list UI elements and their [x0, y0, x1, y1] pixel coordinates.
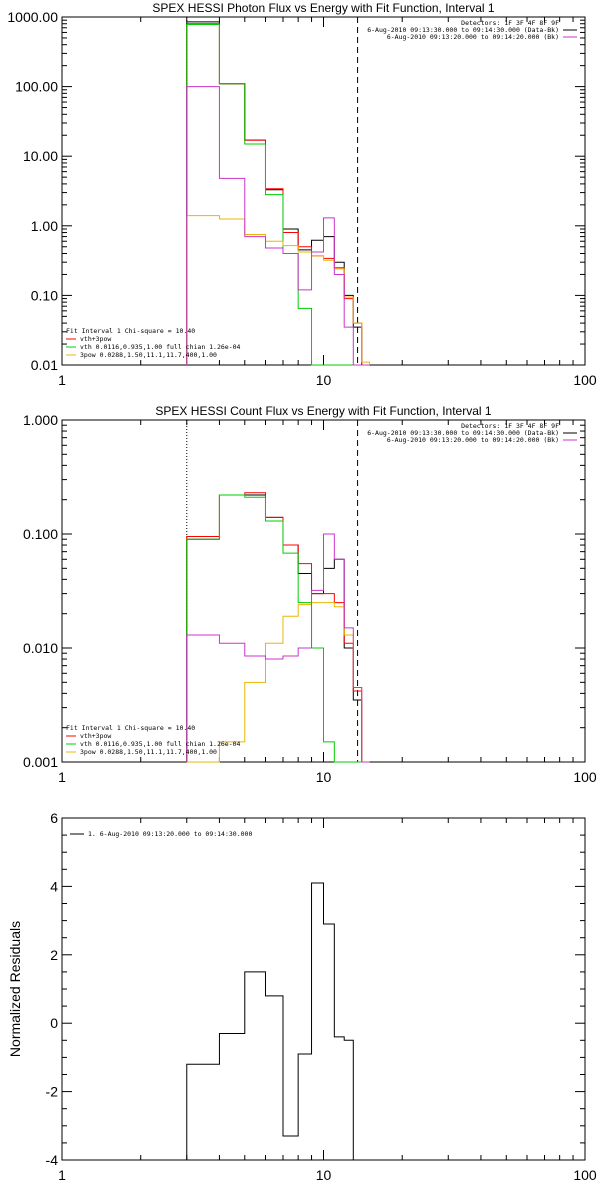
- legend-bottom-entry: vth+3pow: [80, 732, 111, 740]
- y-tick-label: 4: [50, 878, 58, 894]
- y-tick-label: 100.00: [15, 79, 58, 95]
- series-bpow-line: [186, 602, 370, 763]
- legend-top-entry: 6-Aug-2010 09:13:30.000 to 09:14:30.000 …: [367, 429, 559, 437]
- legend-bottom-entry: Fit Interval 1 Chi-square = 10.40: [66, 327, 195, 335]
- y-tick-label: 0.010: [23, 640, 58, 656]
- series-vth-line: [186, 494, 370, 763]
- y-tick-label: 1.000: [23, 412, 58, 428]
- y-tick-label: 0.10: [31, 287, 58, 303]
- series-sum-line: [186, 492, 370, 763]
- y-tick-label: 1000.00: [7, 9, 58, 25]
- y-tick-label: 0.100: [23, 526, 58, 542]
- x-tick-label: 10: [316, 1167, 332, 1183]
- x-tick-label: 1: [58, 1167, 66, 1183]
- legend-top-entry: 6-Aug-2010 09:13:20.000 to 09:14:20.000 …: [387, 33, 559, 41]
- x-tick-label: 100: [573, 372, 597, 388]
- series-total-line: [186, 882, 354, 1160]
- legend-top-entry: 6-Aug-2010 09:13:20.000 to 09:14:20.000 …: [387, 436, 559, 444]
- series-vth-line: [186, 24, 370, 366]
- y-tick-label: 1.00: [31, 218, 58, 234]
- x-tick-label: 10: [316, 769, 332, 785]
- chart-title: SPEX HESSI Count Flux vs Energy with Fit…: [155, 404, 491, 418]
- legend-top-entry: 6-Aug-2010 09:13:30.000 to 09:14:30.000 …: [367, 26, 559, 34]
- legend-bottom-entry: 3pow 0.0288,1.50,11.1,11.7,400,1.00: [80, 351, 217, 359]
- series-bk-line: [186, 86, 370, 366]
- x-tick-label: 1: [58, 372, 66, 388]
- x-tick-label: 100: [573, 769, 597, 785]
- x-tick-label: 1: [58, 769, 66, 785]
- series-bk-line: [186, 533, 370, 763]
- x-tick-label: 100: [573, 1167, 597, 1183]
- y-tick-label: 6: [50, 810, 58, 826]
- legend-bottom-entry: Fit Interval 1 Chi-square = 10.40: [66, 724, 195, 732]
- legend-bottom-entry: 3pow 0.0288,1.50,11.1,11.7,400,1.00: [80, 748, 217, 756]
- series-total-line: [186, 21, 370, 366]
- plot-frame: [61, 817, 586, 1161]
- photon-flux-panel: SPEX HESSI Photon Flux vs Energy with Fi…: [7, 1, 597, 388]
- y-tick-label: -2: [46, 1084, 59, 1100]
- y-tick-label: 10.00: [23, 148, 58, 164]
- legend-entry: 1. 6-Aug-2010 09:13:20.000 to 09:14:30.0…: [88, 830, 252, 838]
- y-tick-label: 2: [50, 947, 58, 963]
- residuals-panel: Normalized Residuals 1 10 100 -4 -2 0 2 4 6 1. 6-A…: [7, 810, 597, 1183]
- x-tick-label: 10: [316, 372, 332, 388]
- legend-top-entry: Detectors: 1F 3F 4F 8F 9F: [461, 19, 559, 27]
- series-total-line: [186, 494, 370, 763]
- legend-bottom-entry: vth 0.0116,0.935,1.00 full chian 1.26e-0…: [80, 740, 241, 748]
- y-tick-label: 0.01: [31, 357, 58, 373]
- count-flux-panel: SPEX HESSI Count Flux vs Energy with Fit…: [23, 404, 597, 785]
- legend-bottom-entry: vth+3pow: [80, 335, 111, 343]
- y-tick-label: 0.001: [23, 754, 58, 770]
- chart-title: SPEX HESSI Photon Flux vs Energy with Fi…: [152, 1, 494, 15]
- y-tick-label: -4: [46, 1152, 59, 1168]
- y-axis-label: Normalized Residuals: [7, 921, 23, 1057]
- y-tick-label: 0: [50, 1015, 58, 1031]
- legend-top-entry: Detectors: 1F 3F 4F 8F 9F: [461, 422, 559, 430]
- plot-frame: [61, 16, 586, 366]
- legend-bottom-entry: vth 0.0116,0.935,1.00 full chian 1.26e-0…: [80, 343, 241, 351]
